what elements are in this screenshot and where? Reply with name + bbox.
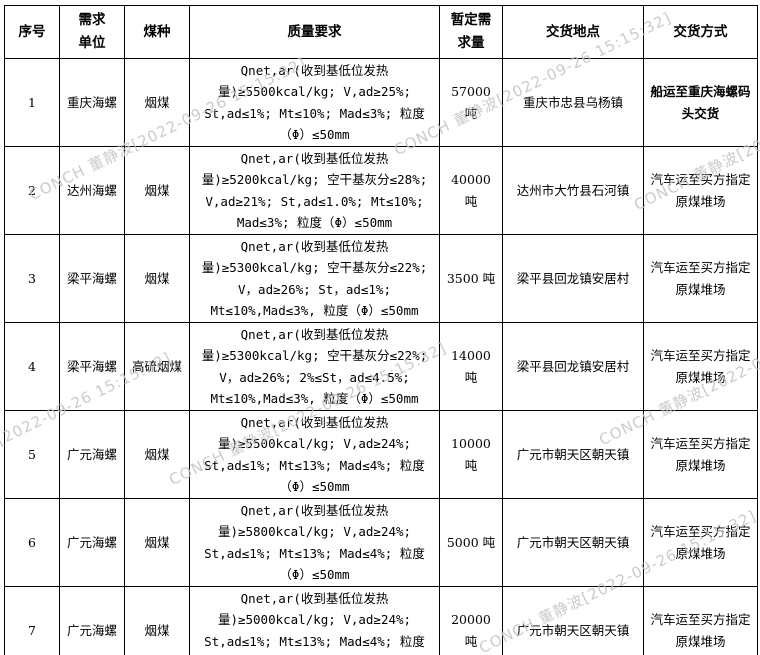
- cell-quality-requirements: Qnet,ar(收到基低位发热量)≥5200kcal/kg; 空干基灰分≤28%…: [189, 146, 440, 235]
- cell-coal-type: 烟煤: [124, 146, 190, 235]
- cell-serial-number: 6: [4, 498, 60, 587]
- cell-serial-number: 3: [4, 234, 60, 323]
- cell-coal-type: 烟煤: [124, 498, 190, 587]
- cell-quality-requirements: Qnet,ar(收到基低位发热量)≥5500kcal/kg; V,ad≥24%;…: [189, 410, 440, 499]
- cell-delivery-method: 汽车运至买方指定原煤堆场: [643, 322, 758, 411]
- cell-demand-unit: 广元海螺: [59, 410, 125, 499]
- column-header: 需求 单位: [59, 5, 125, 59]
- cell-delivery-location: 梁平县回龙镇安居村: [502, 322, 644, 411]
- table-row: 4 梁平海螺 高硫烟煤 Qnet,ar(收到基低位发热量)≥5300kcal/kg; …: [4, 322, 758, 411]
- cell-tentative-quantity: 10000 吨: [439, 410, 503, 499]
- cell-coal-type: 烟煤: [124, 586, 190, 655]
- cell-tentative-quantity: 57000 吨: [439, 58, 503, 147]
- cell-tentative-quantity: 5000 吨: [439, 498, 503, 587]
- cell-quality-requirements: Qnet,ar(收到基低位发热量)≥5800kcal/kg; V,ad≥24%;…: [189, 498, 440, 587]
- cell-serial-number: 5: [4, 410, 60, 499]
- cell-delivery-location: 广元市朝天区朝天镇: [502, 410, 644, 499]
- cell-delivery-location: 重庆市忠县乌杨镇: [502, 58, 644, 147]
- cell-demand-unit: 梁平海螺: [59, 322, 125, 411]
- cell-delivery-location: 梁平县回龙镇安居村: [502, 234, 644, 323]
- cell-serial-number: 4: [4, 322, 60, 411]
- cell-serial-number: 7: [4, 586, 60, 655]
- column-header: 序号: [4, 5, 60, 59]
- cell-coal-type: 烟煤: [124, 234, 190, 323]
- column-header: 交货方式: [643, 5, 758, 59]
- cell-demand-unit: 梁平海螺: [59, 234, 125, 323]
- cell-delivery-method: 汽车运至买方指定原煤堆场: [643, 498, 758, 587]
- cell-serial-number: 2: [4, 146, 60, 235]
- cell-tentative-quantity: 20000 吨: [439, 586, 503, 655]
- cell-delivery-location: 广元市朝天区朝天镇: [502, 586, 644, 655]
- column-header: 暂定需 求量: [439, 5, 503, 59]
- cell-delivery-location: 达州市大竹县石河镇: [502, 146, 644, 235]
- cell-tentative-quantity: 14000 吨: [439, 322, 503, 411]
- cell-coal-type: 高硫烟煤: [124, 322, 190, 411]
- cell-tentative-quantity: 3500 吨: [439, 234, 503, 323]
- table-header-row: 序号 需求 单位 煤种 质量要求 暂定需 求量 交货地点 交货方式: [4, 5, 758, 59]
- table-row: 5 广元海螺 烟煤 Qnet,ar(收到基低位发热量)≥5500kcal/kg; V,…: [4, 410, 758, 499]
- cell-demand-unit: 广元海螺: [59, 586, 125, 655]
- cell-quality-requirements: Qnet,ar(收到基低位发热量)≥5300kcal/kg; 空干基灰分≤22%…: [189, 322, 440, 411]
- column-header: 交货地点: [502, 5, 644, 59]
- coal-demand-table: 序号 需求 单位 煤种 质量要求 暂定需 求量 交货地点 交货方式 1 重庆海螺 烟煤 Qnet,…: [4, 5, 758, 655]
- cell-delivery-method: 汽车运至买方指定原煤堆场: [643, 146, 758, 235]
- cell-coal-type: 烟煤: [124, 410, 190, 499]
- cell-delivery-method: 船运至重庆海螺码头交货: [643, 58, 758, 147]
- cell-quality-requirements: Qnet,ar(收到基低位发热量)≥5500kcal/kg; V,ad≥25%;…: [189, 58, 440, 147]
- column-header: 质量要求: [189, 5, 440, 59]
- table-row: 3 梁平海螺 烟煤 Qnet,ar(收到基低位发热量)≥5300kcal/kg; 空干…: [4, 234, 758, 323]
- cell-quality-requirements: Qnet,ar(收到基低位发热量)≥5300kcal/kg; 空干基灰分≤22%…: [189, 234, 440, 323]
- table-row: 7 广元海螺 烟煤 Qnet,ar(收到基低位发热量)≥5000kcal/kg; V,…: [4, 586, 758, 655]
- cell-serial-number: 1: [4, 58, 60, 147]
- cell-coal-type: 烟煤: [124, 58, 190, 147]
- cell-delivery-method: 汽车运至买方指定原煤堆场: [643, 410, 758, 499]
- cell-demand-unit: 达州海螺: [59, 146, 125, 235]
- table-row: 6 广元海螺 烟煤 Qnet,ar(收到基低位发热量)≥5800kcal/kg; V,…: [4, 498, 758, 587]
- cell-demand-unit: 重庆海螺: [59, 58, 125, 147]
- cell-tentative-quantity: 40000 吨: [439, 146, 503, 235]
- cell-delivery-location: 广元市朝天区朝天镇: [502, 498, 644, 587]
- table-row: 1 重庆海螺 烟煤 Qnet,ar(收到基低位发热量)≥5500kcal/kg; V,…: [4, 58, 758, 147]
- cell-quality-requirements: Qnet,ar(收到基低位发热量)≥5000kcal/kg; V,ad≥24%;…: [189, 586, 440, 655]
- cell-delivery-method: 汽车运至买方指定原煤堆场: [643, 586, 758, 655]
- cell-delivery-method: 汽车运至买方指定原煤堆场: [643, 234, 758, 323]
- column-header: 煤种: [124, 5, 190, 59]
- cell-demand-unit: 广元海螺: [59, 498, 125, 587]
- table-row: 2 达州海螺 烟煤 Qnet,ar(收到基低位发热量)≥5200kcal/kg; 空干…: [4, 146, 758, 235]
